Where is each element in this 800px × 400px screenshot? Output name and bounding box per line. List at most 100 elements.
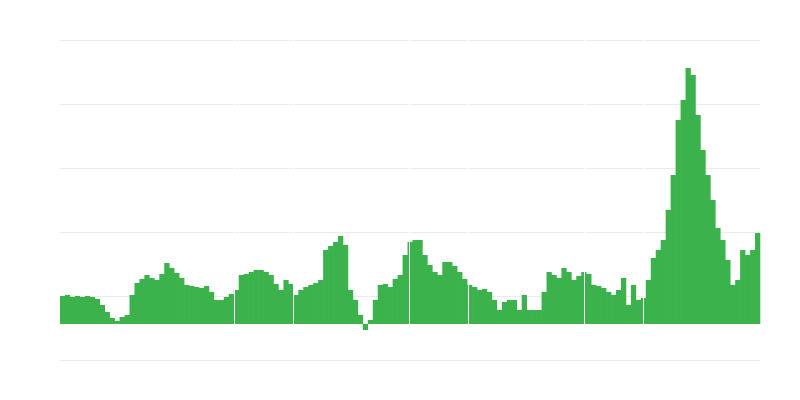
bar bbox=[740, 250, 746, 324]
bar bbox=[635, 300, 642, 324]
bar bbox=[342, 245, 349, 324]
bar bbox=[89, 297, 96, 324]
bar bbox=[238, 275, 244, 324]
bar bbox=[164, 263, 170, 324]
bar bbox=[313, 283, 319, 324]
bar bbox=[124, 315, 130, 324]
bar bbox=[263, 272, 269, 324]
bar bbox=[253, 270, 259, 324]
bar bbox=[407, 242, 413, 324]
bar bbox=[333, 242, 339, 324]
bar bbox=[521, 295, 527, 324]
bar bbox=[685, 68, 691, 324]
bar bbox=[437, 275, 443, 324]
bar bbox=[397, 275, 403, 324]
bar bbox=[501, 302, 508, 324]
bar bbox=[139, 279, 145, 324]
bar bbox=[486, 292, 493, 324]
bar bbox=[690, 75, 696, 324]
bar bbox=[84, 296, 91, 324]
bar bbox=[203, 286, 210, 324]
bar bbox=[427, 265, 433, 324]
bar bbox=[472, 287, 478, 324]
bar bbox=[551, 275, 557, 324]
bar bbox=[134, 283, 140, 324]
bar bbox=[184, 285, 190, 324]
bar bbox=[208, 292, 215, 324]
bar bbox=[352, 300, 359, 324]
bar bbox=[99, 305, 105, 324]
bar bbox=[422, 255, 428, 324]
bar bbox=[735, 280, 741, 324]
bar bbox=[243, 274, 249, 324]
bar bbox=[730, 285, 736, 324]
bar bbox=[586, 274, 592, 324]
bar bbox=[571, 280, 577, 324]
bar bbox=[462, 279, 468, 324]
bar bbox=[318, 280, 324, 324]
bar bbox=[283, 280, 289, 324]
bar bbox=[620, 278, 627, 324]
bar bbox=[447, 262, 453, 324]
bar bbox=[109, 318, 115, 324]
bar bbox=[645, 280, 652, 324]
bar bbox=[74, 296, 81, 324]
bar bbox=[194, 287, 200, 324]
bar bbox=[223, 297, 230, 324]
bar bbox=[179, 278, 185, 324]
bar bbox=[591, 285, 597, 324]
bar bbox=[477, 290, 483, 324]
bar bbox=[755, 233, 761, 324]
bar bbox=[625, 305, 632, 324]
bar bbox=[601, 288, 607, 324]
bar bbox=[566, 272, 572, 324]
bar bbox=[680, 100, 686, 324]
bar bbox=[432, 272, 438, 324]
bar bbox=[715, 228, 721, 324]
bar bbox=[362, 324, 369, 330]
bar bbox=[705, 175, 711, 324]
bar bbox=[442, 262, 448, 324]
bar bbox=[611, 295, 617, 324]
bar bbox=[665, 210, 671, 324]
bar bbox=[268, 275, 274, 324]
bar bbox=[392, 279, 398, 324]
bar bbox=[79, 297, 86, 324]
bar bbox=[526, 310, 532, 324]
bar bbox=[650, 258, 657, 324]
bar bbox=[695, 115, 701, 324]
bar bbox=[596, 286, 602, 324]
bar bbox=[233, 290, 240, 324]
bar bbox=[745, 255, 751, 324]
bar bbox=[308, 285, 314, 324]
bar bbox=[60, 296, 66, 324]
bar bbox=[357, 315, 364, 324]
bar bbox=[189, 286, 195, 324]
bar bbox=[536, 310, 542, 324]
bar bbox=[670, 175, 676, 324]
bar bbox=[288, 284, 294, 324]
bar bbox=[412, 240, 418, 324]
bar bbox=[114, 321, 120, 324]
bar bbox=[228, 294, 235, 324]
bar bbox=[94, 299, 101, 324]
bar bbox=[129, 295, 135, 324]
bar bbox=[655, 250, 662, 324]
bar bbox=[104, 312, 110, 324]
bar bbox=[675, 120, 681, 324]
bar bbox=[273, 284, 279, 324]
bar bbox=[372, 300, 379, 324]
bar bbox=[606, 292, 612, 324]
bar bbox=[387, 287, 393, 324]
bar bbox=[417, 240, 423, 324]
bar bbox=[541, 292, 547, 324]
bar bbox=[328, 246, 334, 324]
bar bbox=[576, 276, 582, 324]
bar bbox=[218, 300, 225, 324]
bar bbox=[159, 274, 165, 324]
bar bbox=[700, 150, 706, 324]
bar bbox=[298, 290, 304, 324]
bar bbox=[506, 300, 513, 324]
bar bbox=[69, 297, 76, 324]
bar bbox=[258, 270, 264, 324]
